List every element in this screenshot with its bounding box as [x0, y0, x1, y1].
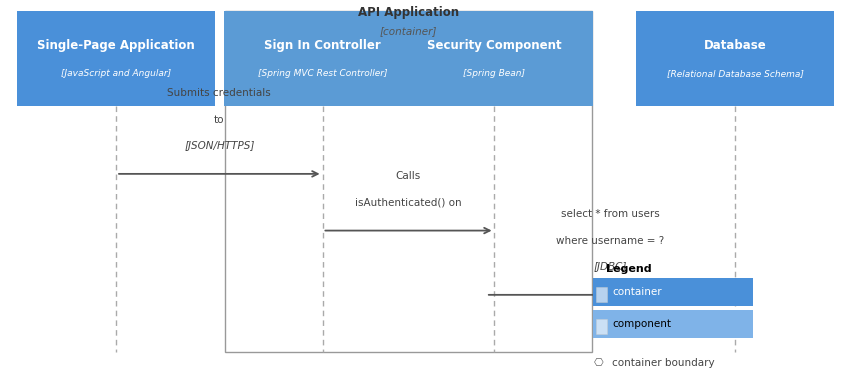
Bar — [593, 278, 752, 306]
Bar — [396, 11, 593, 106]
Text: Security Component: Security Component — [427, 39, 562, 52]
Text: Single-Page Application: Single-Page Application — [37, 39, 195, 52]
Bar — [17, 11, 215, 106]
Text: [container]: [container] — [380, 26, 437, 36]
Text: [JSON/HTTPS]: [JSON/HTTPS] — [184, 141, 255, 151]
Text: component: component — [612, 319, 672, 329]
Text: [Relational Database Schema]: [Relational Database Schema] — [666, 69, 804, 78]
Text: [Spring MVC Rest Controller]: [Spring MVC Rest Controller] — [258, 69, 387, 78]
Bar — [225, 11, 592, 352]
Text: Submits credentials: Submits credentials — [168, 88, 271, 98]
Text: Calls: Calls — [396, 172, 421, 181]
Bar — [636, 11, 834, 106]
Bar — [596, 287, 607, 302]
Bar — [596, 319, 607, 334]
Bar — [593, 310, 752, 338]
Text: Sign In Controller: Sign In Controller — [264, 39, 381, 52]
Text: Legend: Legend — [606, 264, 652, 274]
Bar — [224, 11, 421, 106]
Text: to: to — [214, 115, 224, 125]
Text: where username = ?: where username = ? — [556, 236, 665, 246]
Text: ⎔: ⎔ — [594, 358, 604, 368]
Text: isAuthenticated() on: isAuthenticated() on — [355, 198, 462, 208]
Text: Database: Database — [704, 39, 766, 52]
Text: [JDBC]: [JDBC] — [594, 262, 627, 272]
Text: API Application: API Application — [358, 6, 459, 19]
Text: container boundary: container boundary — [612, 358, 715, 368]
Text: [JavaScript and Angular]: [JavaScript and Angular] — [61, 69, 171, 78]
Text: [Spring Bean]: [Spring Bean] — [464, 69, 525, 78]
Text: select * from users: select * from users — [562, 209, 660, 219]
Text: container: container — [612, 287, 662, 297]
